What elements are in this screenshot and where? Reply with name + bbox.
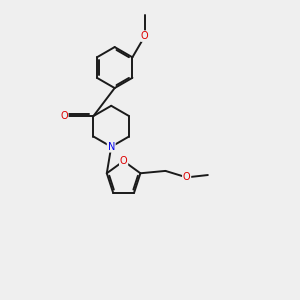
Text: O: O	[183, 172, 190, 182]
Text: O: O	[141, 31, 148, 41]
Text: O: O	[60, 111, 68, 121]
Text: O: O	[120, 156, 128, 166]
Text: N: N	[107, 142, 115, 152]
